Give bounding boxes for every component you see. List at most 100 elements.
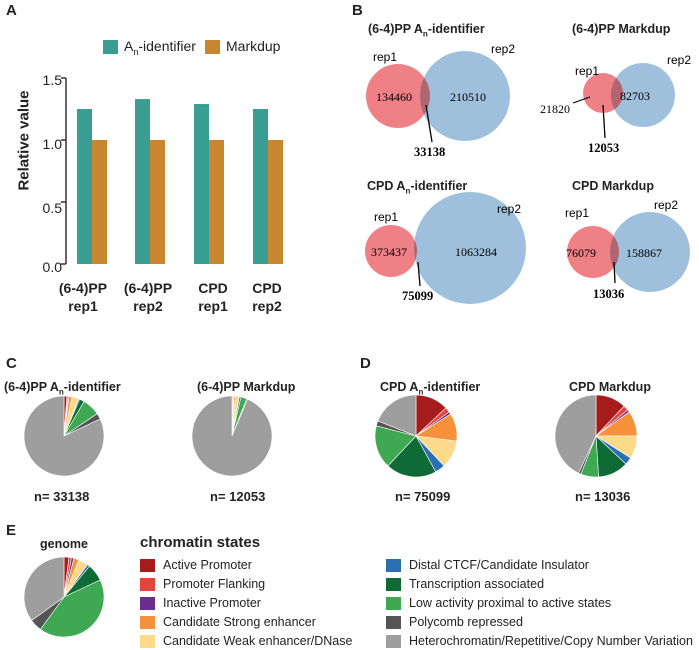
venn-rep1-label: rep1: [374, 210, 398, 224]
y-tick-label: 0.0: [42, 259, 62, 275]
bar-markdup: [92, 140, 107, 264]
x-tick-label: CPD rep2: [252, 280, 282, 314]
legend-item: Candidate Strong enhancer: [140, 615, 316, 629]
legend-swatch: [386, 634, 401, 648]
venn-circle-rep2: [420, 51, 510, 141]
panel-label-e: E: [6, 522, 17, 539]
legend-swatch-identifier: [103, 40, 118, 54]
venn-overlap-count: 13036: [593, 287, 624, 301]
legend-title: chromatin states: [140, 534, 261, 551]
venn-overlap-count: 12053: [588, 141, 619, 155]
pie-title: (6-4)PP Markdup: [197, 380, 296, 394]
legend-swatch: [386, 558, 401, 572]
venn-circle-rep2: [610, 212, 690, 292]
panel-label-d: D: [360, 355, 371, 372]
legend-swatch: [140, 615, 155, 629]
venn-pointer-line: [425, 104, 433, 143]
pie-slice: [554, 394, 597, 474]
venn-rep1-count: 21820: [540, 102, 570, 116]
pie-title: CPD Markdup: [569, 380, 651, 394]
pie-chart: [191, 395, 273, 477]
legend-item: Candidate Weak enhancer/DNase: [140, 634, 352, 648]
pie-n-label: n= 33138: [34, 489, 90, 504]
venn-rep2-count: 210510: [450, 90, 486, 104]
legend-swatch: [140, 596, 155, 610]
pie-chart: [554, 394, 638, 478]
legend-item: Polycomb repressed: [386, 615, 523, 629]
pie-n-label: n= 12053: [210, 489, 266, 504]
venn-1: rep1 rep2 134460 210510 33138: [366, 42, 515, 159]
venn-3: rep1 rep2 373437 1063284 75099: [365, 192, 526, 304]
legend-swatch: [140, 577, 155, 591]
panel-label-b: B: [352, 2, 363, 19]
legend-item: Inactive Promoter: [140, 596, 261, 610]
venn-pointer-line: [613, 261, 616, 284]
x-tick-label: (6-4)PP rep1: [58, 280, 108, 314]
venn-title: CPD Markdup: [572, 179, 654, 193]
bar-markdup: [209, 140, 224, 264]
legend-swatch: [140, 634, 155, 648]
bar-identifier: [135, 99, 150, 264]
venn-rep1-count: 373437: [371, 245, 407, 259]
pie-slice: [23, 395, 105, 477]
x-tick-label: (6-4)PP rep2: [123, 280, 173, 314]
legend-swatch: [386, 615, 401, 629]
pie-chart: [23, 395, 105, 477]
pie-slice: [377, 394, 417, 437]
bar-identifier: [194, 104, 209, 264]
venn-pointer-line: [602, 104, 606, 139]
venn-pointer-line: [572, 96, 591, 104]
venn-rep2-count: 1063284: [455, 245, 497, 259]
legend-swatch: [386, 596, 401, 610]
legend-item: Active Promoter: [140, 558, 252, 572]
venn-circle-rep2: [414, 192, 526, 304]
y-tick-label: 0.5: [42, 200, 62, 216]
bar-identifier: [253, 109, 268, 264]
pie-slice: [23, 556, 65, 621]
x-tick-label: CPD rep1: [198, 280, 228, 314]
legend-label-identifier: An-identifier: [124, 38, 196, 57]
venn-title: CPD An-identifier: [367, 179, 468, 196]
legend-item: Heterochromatin/Repetitive/Copy Number V…: [386, 634, 693, 648]
pie-title: genome: [40, 537, 88, 551]
pie-chart: [374, 394, 458, 478]
venn-rep2-label: rep2: [654, 198, 678, 212]
venn-rep1-label: rep1: [575, 64, 599, 78]
venn-rep2-label: rep2: [497, 202, 521, 216]
venn-circle-rep1: [567, 226, 619, 278]
legend-item: Distal CTCF/Candidate Insulator: [386, 558, 589, 572]
venn-4: rep1 rep2 76079 158867 13036: [565, 198, 690, 301]
venn-rep1-label: rep1: [373, 50, 397, 64]
pie-n-label: n= 13036: [575, 489, 631, 504]
pie-slice: [191, 395, 273, 477]
venn-rep1-count: 76079: [566, 246, 596, 260]
legend-swatch: [386, 577, 401, 591]
venn-title: (6-4)PP Markdup: [572, 22, 671, 36]
venn-2: rep1 rep2 21820 82703 12053: [540, 53, 691, 155]
venn-title: (6-4)PP An-identifier: [368, 22, 485, 39]
legend-swatch-markdup: [205, 40, 220, 54]
pie-n-label: n= 75099: [395, 489, 451, 504]
pie-title: CPD An-identifier: [380, 380, 481, 397]
legend-item: Transcription associated: [386, 577, 544, 591]
venn-rep2-count: 158867: [626, 246, 662, 260]
venn-circle-rep1: [366, 64, 430, 128]
legend-item: Promoter Flanking: [140, 577, 265, 591]
panel-label-c: C: [6, 355, 17, 372]
bar-markdup: [268, 140, 283, 264]
panel-label-a: A: [6, 2, 17, 19]
bar-identifier: [77, 109, 92, 264]
y-tick-label: 1.0: [42, 136, 62, 152]
pie-slice: [40, 579, 105, 638]
y-tick-label: 1.5: [42, 72, 62, 88]
venn-pointer-line: [417, 261, 421, 287]
venn-rep1-label: rep1: [565, 206, 589, 220]
legend-label-markdup: Markdup: [226, 38, 281, 54]
pie-slice: [374, 425, 417, 467]
pie-title: (6-4)PP An-identifier: [4, 380, 121, 397]
venn-overlap-count: 75099: [402, 289, 433, 303]
venn-circle-rep1: [365, 225, 417, 277]
